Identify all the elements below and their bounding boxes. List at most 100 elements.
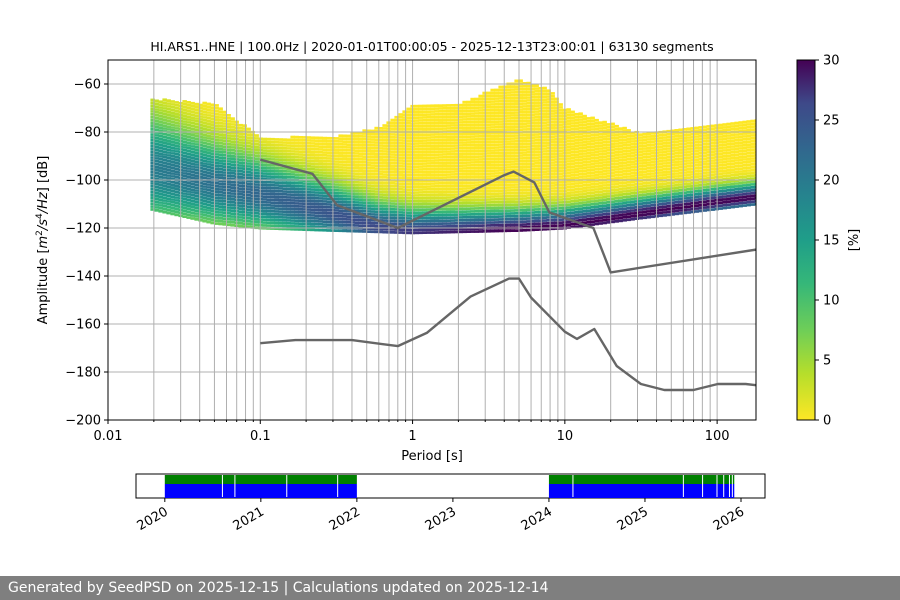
psd-density-cell xyxy=(226,177,231,181)
psd-density-cell xyxy=(366,195,371,199)
psd-density-cell xyxy=(262,175,267,178)
psd-density-cell xyxy=(498,149,503,152)
psd-density-cell xyxy=(414,208,419,212)
psd-density-cell xyxy=(518,220,523,224)
psd-density-cell xyxy=(310,170,315,174)
psd-density-cell xyxy=(618,147,623,151)
psd-density-cell xyxy=(514,165,519,169)
psd-density-cell xyxy=(190,179,195,183)
psd-density-cell xyxy=(166,177,171,180)
psd-density-cell xyxy=(202,205,207,209)
psd-density-cell xyxy=(474,138,479,141)
psd-density-cell xyxy=(514,96,519,100)
psd-density-cell xyxy=(550,129,555,133)
psd-density-cell xyxy=(346,134,351,138)
psd-density-cell xyxy=(198,169,203,173)
psd-density-cell xyxy=(254,186,259,189)
psd-density-cell xyxy=(538,182,543,185)
psd-density-cell xyxy=(530,211,535,214)
psd-density-cell xyxy=(538,190,543,194)
psd-density-cell xyxy=(182,160,187,164)
psd-density-cell xyxy=(230,166,235,169)
psd-density-cell xyxy=(474,146,479,150)
psd-density-cell xyxy=(618,213,623,217)
psd-density-cell xyxy=(538,104,543,107)
psd-density-cell xyxy=(382,150,387,153)
psd-density-cell xyxy=(618,173,623,177)
psd-density-cell xyxy=(426,156,431,160)
psd-density-cell xyxy=(434,133,439,136)
psd-density-cell xyxy=(194,102,199,106)
psd-density-cell xyxy=(578,167,583,170)
psd-density-cell xyxy=(242,138,247,142)
psd-density-cell xyxy=(350,152,355,155)
psd-density-cell xyxy=(558,166,563,170)
psd-density-cell xyxy=(578,187,583,190)
psd-density-cell xyxy=(526,102,531,105)
psd-density-cell xyxy=(438,190,443,194)
psd-density-cell xyxy=(426,219,431,223)
psd-density-cell xyxy=(370,132,375,136)
psd-density-cell xyxy=(370,172,375,176)
psd-density-cell xyxy=(206,142,211,146)
psd-density-cell xyxy=(426,139,431,142)
psd-density-cell xyxy=(402,147,407,151)
psd-density-cell xyxy=(418,202,423,206)
psd-density-cell xyxy=(630,217,635,221)
psd-density-cell xyxy=(466,158,471,161)
psd-density-cell xyxy=(434,110,439,113)
psd-density-cell xyxy=(218,159,223,162)
psd-density-cell xyxy=(594,222,599,226)
psd-density-cell xyxy=(622,181,627,185)
psd-density-cell xyxy=(582,123,587,127)
psd-density-cell xyxy=(398,182,403,185)
psd-density-cell xyxy=(466,167,471,170)
psd-density-cell xyxy=(602,187,607,190)
psd-density-cell xyxy=(406,211,411,214)
psd-density-cell xyxy=(462,172,467,176)
psd-density-cell xyxy=(154,183,159,186)
psd-density-cell xyxy=(534,110,539,113)
psd-density-cell xyxy=(322,139,327,143)
psd-density-cell xyxy=(610,209,615,212)
psd-density-cell xyxy=(370,135,375,139)
psd-density-cell xyxy=(506,157,511,161)
psd-density-cell xyxy=(478,126,483,130)
psd-density-cell xyxy=(262,192,267,196)
psd-density-cell xyxy=(274,155,279,158)
psd-density-cell xyxy=(158,111,163,115)
psd-density-cell xyxy=(422,205,427,209)
psd-density-cell xyxy=(322,182,327,186)
psd-density-cell xyxy=(382,202,387,205)
psd-density-cell xyxy=(526,165,531,168)
psd-density-cell xyxy=(162,205,167,208)
psd-density-cell xyxy=(198,149,203,153)
psd-density-cell xyxy=(326,203,331,206)
psd-density-cell xyxy=(646,132,651,136)
psd-density-cell xyxy=(226,223,231,227)
psd-density-cell xyxy=(370,207,375,211)
psd-density-cell xyxy=(222,171,227,174)
psd-density-cell xyxy=(546,109,551,113)
psd-density-cell xyxy=(614,217,619,220)
psd-density-cell xyxy=(458,121,463,124)
psd-density-cell xyxy=(186,187,191,191)
psd-density-cell xyxy=(226,171,231,175)
psd-density-cell xyxy=(430,185,435,188)
psd-density-cell xyxy=(274,192,279,196)
psd-density-cell xyxy=(586,140,591,143)
psd-density-cell xyxy=(170,178,175,181)
psd-density-cell xyxy=(558,212,563,216)
psd-density-cell xyxy=(546,201,551,205)
psd-density-cell xyxy=(526,127,531,131)
psd-density-cell xyxy=(414,222,419,226)
psd-density-cell xyxy=(346,203,351,207)
psd-density-cell xyxy=(490,186,495,190)
psd-density-cell xyxy=(534,208,539,211)
psd-density-cell xyxy=(354,204,359,207)
psd-density-cell xyxy=(362,215,367,219)
psd-density-cell xyxy=(442,181,447,185)
psd-density-cell xyxy=(390,170,395,174)
psd-density-cell xyxy=(194,218,199,221)
psd-density-cell xyxy=(494,88,499,92)
